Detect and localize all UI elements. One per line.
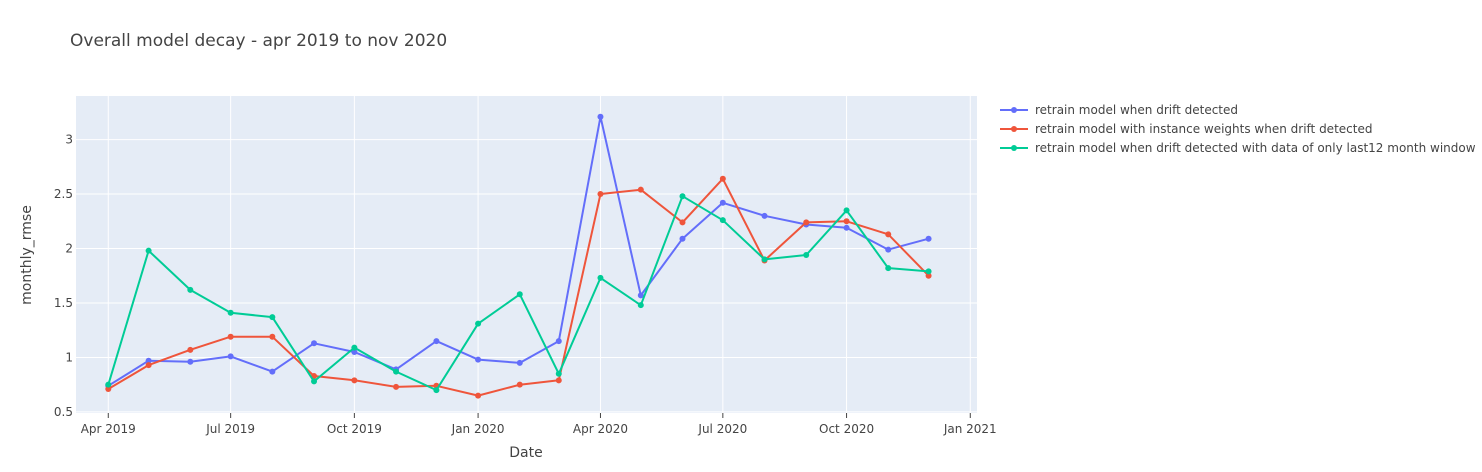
data-point [475, 356, 482, 363]
data-point [393, 368, 400, 375]
data-point [516, 381, 523, 388]
x-tick-label: Oct 2020 [819, 422, 874, 436]
legend-marker [1011, 107, 1017, 113]
data-point [269, 333, 276, 340]
legend-label: retrain model with instance weights when… [1035, 122, 1372, 136]
x-axis-ticks: Apr 2019 Jul 2019 Oct 2019 Jan 2020 Apr 2020… [81, 413, 997, 436]
data-point [803, 219, 810, 226]
data-point [803, 252, 810, 259]
series-group [105, 113, 932, 399]
data-point [311, 340, 318, 347]
data-point [433, 338, 440, 345]
plot-area [76, 96, 977, 413]
data-point [145, 247, 152, 254]
data-point [269, 368, 276, 375]
data-point [269, 314, 276, 321]
data-point [885, 231, 892, 238]
data-point [597, 191, 604, 198]
data-point [393, 383, 400, 390]
x-axis-title: Date [509, 445, 542, 461]
data-point [555, 370, 562, 377]
chart-title: Overall model decay - apr 2019 to nov 20… [70, 31, 447, 51]
data-point [679, 235, 686, 242]
data-point [885, 246, 892, 253]
data-point [351, 348, 358, 355]
data-point [637, 302, 644, 309]
data-point [145, 357, 152, 364]
data-point [516, 291, 523, 298]
data-point [351, 377, 358, 384]
data-point [843, 224, 850, 231]
data-point [925, 268, 932, 275]
legend-marker [1011, 126, 1017, 132]
y-tick-label: 2.5 [54, 187, 73, 201]
data-point [885, 265, 892, 272]
data-point [475, 392, 482, 399]
legend-label: retrain model when drift detected with d… [1035, 141, 1476, 155]
data-point [187, 358, 194, 365]
data-point [227, 333, 234, 340]
data-point [555, 377, 562, 384]
data-point [187, 286, 194, 293]
data-point [227, 309, 234, 316]
x-tick-label: Apr 2019 [81, 422, 136, 436]
data-point [597, 113, 604, 120]
data-point [719, 175, 726, 182]
x-tick-label: Jul 2019 [205, 422, 255, 436]
legend-label: retrain model when drift detected [1035, 103, 1238, 117]
data-point [719, 217, 726, 224]
y-axis-ticks: 0.5 1 1.5 2 2.5 3 [54, 133, 73, 419]
data-point [145, 362, 152, 369]
data-point [843, 218, 850, 225]
data-point [227, 353, 234, 360]
y-tick-label: 0.5 [54, 405, 73, 419]
data-point [433, 387, 440, 394]
x-tick-label: Jan 2021 [943, 422, 997, 436]
data-point [637, 292, 644, 299]
x-tick-label: Jul 2020 [697, 422, 747, 436]
data-point [843, 207, 850, 214]
y-tick-label: 1 [65, 350, 73, 364]
data-point [105, 381, 112, 388]
data-point [105, 386, 112, 393]
data-point [516, 359, 523, 366]
data-point [679, 219, 686, 226]
x-tick-label: Apr 2020 [573, 422, 628, 436]
x-tick-label: Jan 2020 [451, 422, 505, 436]
x-tick-label: Oct 2019 [327, 422, 382, 436]
data-point [925, 235, 932, 242]
data-point [925, 272, 932, 279]
data-point [311, 378, 318, 385]
y-tick-label: 1.5 [54, 296, 73, 310]
y-tick-label: 3 [65, 133, 73, 147]
data-point [475, 320, 482, 327]
data-point [761, 212, 768, 219]
data-point [187, 346, 194, 353]
data-point [719, 199, 726, 206]
legend-marker [1011, 145, 1017, 151]
data-point [351, 344, 358, 351]
data-point [679, 193, 686, 200]
data-point [597, 274, 604, 281]
gridlines [76, 96, 977, 413]
y-tick-label: 2 [65, 242, 73, 256]
legend: retrain model when drift detected retrain… [1000, 103, 1476, 155]
data-point [637, 186, 644, 193]
data-point [761, 256, 768, 263]
y-axis-title: monthly_rmse [19, 205, 35, 305]
data-point [555, 338, 562, 345]
